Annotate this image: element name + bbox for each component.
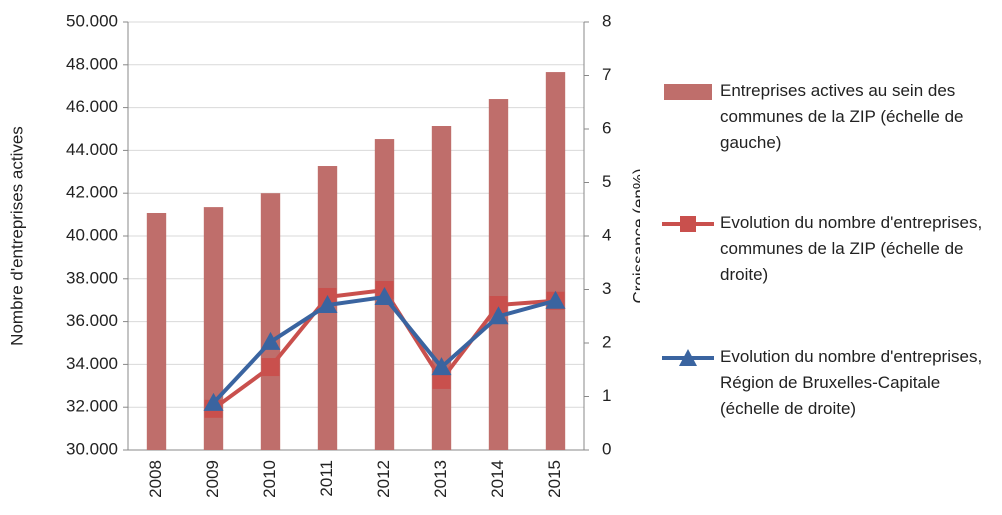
y-tick-label: 46.000: [66, 97, 118, 116]
y2-tick-label: 0: [602, 439, 611, 458]
bar: [545, 72, 566, 451]
x-tick-label: 2008: [146, 460, 165, 498]
bar: [431, 126, 452, 450]
x-tick-label: 2012: [374, 460, 393, 498]
marker: [317, 295, 338, 314]
legend-swatch-marker: [680, 216, 696, 232]
y-tick-label: 50.000: [66, 11, 118, 30]
bar: [146, 212, 167, 450]
legend-swatch-bar: [664, 84, 712, 100]
y2-tick-label: 8: [602, 11, 611, 30]
legend-swatch-marker: [679, 349, 697, 366]
y2-tick-label: 1: [602, 386, 611, 405]
marker: [260, 331, 281, 350]
legend-label: Entreprises actives au sein des communes…: [720, 81, 964, 152]
y2-tick-label: 6: [602, 118, 611, 137]
legend-swatch: [662, 349, 714, 366]
x-tick-label: 2011: [317, 460, 336, 497]
legend-swatch: [662, 216, 714, 232]
legend-item: Evolution du nombre d'entreprises, Régio…: [662, 344, 990, 422]
legend-swatch: [664, 84, 712, 100]
y2-tick-label: 4: [602, 225, 611, 244]
y-tick-label: 30.000: [66, 439, 118, 458]
marker: [432, 370, 451, 389]
y-tick-label: 36.000: [66, 311, 118, 330]
y-tick-label: 34.000: [66, 354, 118, 373]
y-tick-label: 38.000: [66, 268, 118, 287]
y-tick-label: 48.000: [66, 54, 118, 73]
y2-tick-label: 2: [602, 332, 611, 351]
chart: 30.000 32.000 34.000 36.000 38.000 40.000 42.0…: [7, 11, 640, 498]
x-tick-label: 2010: [260, 460, 279, 498]
marker: [488, 306, 509, 325]
marker: [261, 358, 280, 377]
y-tick-label: 40.000: [66, 225, 118, 244]
y2-tick-label: 3: [602, 279, 611, 298]
legend-item: Evolution du nombre d'entreprises, commu…: [662, 210, 990, 288]
y-tick-label: 44.000: [66, 140, 118, 159]
marker: [489, 296, 508, 315]
marker: [545, 290, 566, 309]
x-tick-label: 2013: [431, 460, 450, 498]
marker: [374, 286, 395, 305]
x-tick-label: 2009: [203, 460, 222, 498]
x-tick-label: 2014: [488, 460, 507, 498]
bar: [203, 207, 224, 450]
y-tick-label: 32.000: [66, 397, 118, 416]
legend-item: Entreprises actives au sein des communes…: [662, 78, 990, 156]
legend-label: Evolution du nombre d'entreprises, commu…: [720, 213, 983, 284]
marker: [431, 357, 452, 376]
legend-label: Evolution du nombre d'entreprises, Régio…: [720, 347, 983, 418]
y2-axis-title: Croissance (en%): [629, 168, 640, 303]
marker: [203, 392, 224, 411]
bar: [260, 193, 281, 450]
y-axis-title: Nombre d'entreprises actives: [7, 126, 26, 346]
y2-tick-label: 5: [602, 172, 611, 191]
x-tick-label: 2015: [545, 460, 564, 498]
bar: [488, 99, 509, 450]
y-tick-label: 42.000: [66, 183, 118, 202]
y2-tick-label: 7: [602, 65, 611, 84]
